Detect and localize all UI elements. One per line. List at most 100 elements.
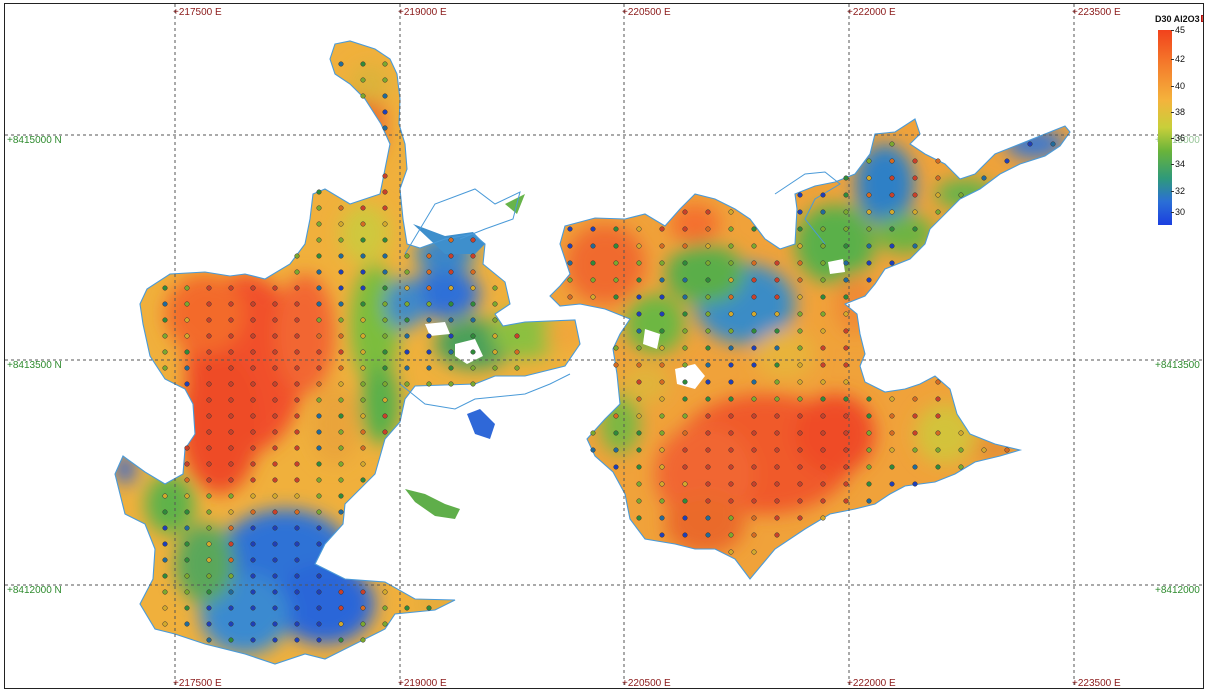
drill-hole-marker[interactable] <box>492 301 498 307</box>
drill-hole-marker[interactable] <box>184 461 190 467</box>
drill-hole-marker[interactable] <box>514 349 520 355</box>
drill-hole-marker[interactable] <box>590 294 596 300</box>
drill-hole-marker[interactable] <box>448 333 454 339</box>
drill-hole-marker[interactable] <box>162 301 168 307</box>
drill-hole-marker[interactable] <box>228 381 234 387</box>
drill-hole-marker[interactable] <box>294 413 300 419</box>
drill-hole-marker[interactable] <box>338 237 344 243</box>
drill-hole-marker[interactable] <box>659 243 665 249</box>
drill-hole-marker[interactable] <box>338 205 344 211</box>
close-icon[interactable] <box>1201 15 1203 22</box>
drill-hole-marker[interactable] <box>426 301 432 307</box>
drill-hole-marker[interactable] <box>981 175 987 181</box>
drill-hole-marker[interactable] <box>636 311 642 317</box>
drill-hole-marker[interactable] <box>272 605 278 611</box>
drill-hole-marker[interactable] <box>184 349 190 355</box>
drill-hole-marker[interactable] <box>705 515 711 521</box>
drill-hole-marker[interactable] <box>382 621 388 627</box>
drill-hole-marker[interactable] <box>338 493 344 499</box>
drill-hole-marker[interactable] <box>889 413 895 419</box>
drill-hole-marker[interactable] <box>294 621 300 627</box>
drill-hole-marker[interactable] <box>889 192 895 198</box>
drill-hole-marker[interactable] <box>774 260 780 266</box>
drill-hole-marker[interactable] <box>659 430 665 436</box>
drill-hole-marker[interactable] <box>250 477 256 483</box>
drill-hole-marker[interactable] <box>935 447 941 453</box>
drill-hole-marker[interactable] <box>272 365 278 371</box>
drill-hole-marker[interactable] <box>294 509 300 515</box>
drill-hole-marker[interactable] <box>382 285 388 291</box>
drill-hole-marker[interactable] <box>820 192 826 198</box>
drill-hole-marker[interactable] <box>470 333 476 339</box>
drill-hole-marker[interactable] <box>866 243 872 249</box>
drill-hole-marker[interactable] <box>774 515 780 521</box>
drill-hole-marker[interactable] <box>360 93 366 99</box>
drill-hole-marker[interactable] <box>250 413 256 419</box>
drill-hole-marker[interactable] <box>728 311 734 317</box>
map-viewport[interactable]: +217500 E +219000 E +220500 E +222000 E … <box>4 3 1204 689</box>
drill-hole-marker[interactable] <box>889 175 895 181</box>
drill-hole-marker[interactable] <box>705 532 711 538</box>
drill-hole-marker[interactable] <box>184 589 190 595</box>
drill-hole-marker[interactable] <box>492 333 498 339</box>
drill-hole-marker[interactable] <box>360 61 366 67</box>
drill-hole-marker[interactable] <box>866 277 872 283</box>
drill-hole-marker[interactable] <box>206 573 212 579</box>
drill-hole-marker[interactable] <box>426 381 432 387</box>
drill-hole-marker[interactable] <box>228 509 234 515</box>
drill-hole-marker[interactable] <box>751 532 757 538</box>
drill-hole-marker[interactable] <box>912 447 918 453</box>
drill-hole-marker[interactable] <box>889 396 895 402</box>
drill-hole-marker[interactable] <box>426 605 432 611</box>
drill-hole-marker[interactable] <box>843 447 849 453</box>
drill-hole-marker[interactable] <box>636 481 642 487</box>
drill-hole-marker[interactable] <box>316 477 322 483</box>
drill-hole-marker[interactable] <box>613 362 619 368</box>
drill-hole-marker[interactable] <box>228 461 234 467</box>
drill-hole-marker[interactable] <box>728 277 734 283</box>
drill-hole-marker[interactable] <box>682 498 688 504</box>
drill-hole-marker[interactable] <box>797 481 803 487</box>
drill-hole-marker[interactable] <box>774 430 780 436</box>
drill-hole-marker[interactable] <box>250 349 256 355</box>
drill-hole-marker[interactable] <box>1027 141 1033 147</box>
drill-hole-marker[interactable] <box>184 493 190 499</box>
drill-hole-marker[interactable] <box>360 301 366 307</box>
drill-hole-marker[interactable] <box>206 397 212 403</box>
drill-hole-marker[interactable] <box>820 328 826 334</box>
drill-hole-marker[interactable] <box>636 447 642 453</box>
drill-hole-marker[interactable] <box>228 397 234 403</box>
drill-hole-marker[interactable] <box>316 333 322 339</box>
drill-hole-marker[interactable] <box>866 430 872 436</box>
drill-hole-marker[interactable] <box>705 396 711 402</box>
drill-hole-marker[interactable] <box>338 317 344 323</box>
drill-hole-marker[interactable] <box>338 381 344 387</box>
drill-hole-marker[interactable] <box>382 173 388 179</box>
drill-hole-marker[interactable] <box>843 498 849 504</box>
drill-hole-marker[interactable] <box>184 333 190 339</box>
drill-hole-marker[interactable] <box>774 311 780 317</box>
drill-hole-marker[interactable] <box>360 477 366 483</box>
drill-hole-marker[interactable] <box>590 243 596 249</box>
drill-hole-marker[interactable] <box>636 260 642 266</box>
drill-hole-marker[interactable] <box>250 445 256 451</box>
drill-hole-marker[interactable] <box>272 397 278 403</box>
drill-hole-marker[interactable] <box>316 637 322 643</box>
drill-hole-marker[interactable] <box>682 362 688 368</box>
drill-hole-marker[interactable] <box>682 277 688 283</box>
drill-hole-marker[interactable] <box>316 589 322 595</box>
drill-hole-marker[interactable] <box>797 396 803 402</box>
drill-hole-marker[interactable] <box>751 413 757 419</box>
drill-hole-marker[interactable] <box>294 589 300 595</box>
drill-hole-marker[interactable] <box>636 464 642 470</box>
drill-hole-marker[interactable] <box>294 317 300 323</box>
drill-hole-marker[interactable] <box>636 515 642 521</box>
drill-hole-marker[interactable] <box>912 396 918 402</box>
drill-hole-marker[interactable] <box>866 226 872 232</box>
drill-hole-marker[interactable] <box>272 285 278 291</box>
drill-hole-marker[interactable] <box>728 243 734 249</box>
drill-hole-marker[interactable] <box>404 285 410 291</box>
drill-hole-marker[interactable] <box>316 381 322 387</box>
drill-hole-marker[interactable] <box>294 573 300 579</box>
drill-hole-marker[interactable] <box>843 260 849 266</box>
